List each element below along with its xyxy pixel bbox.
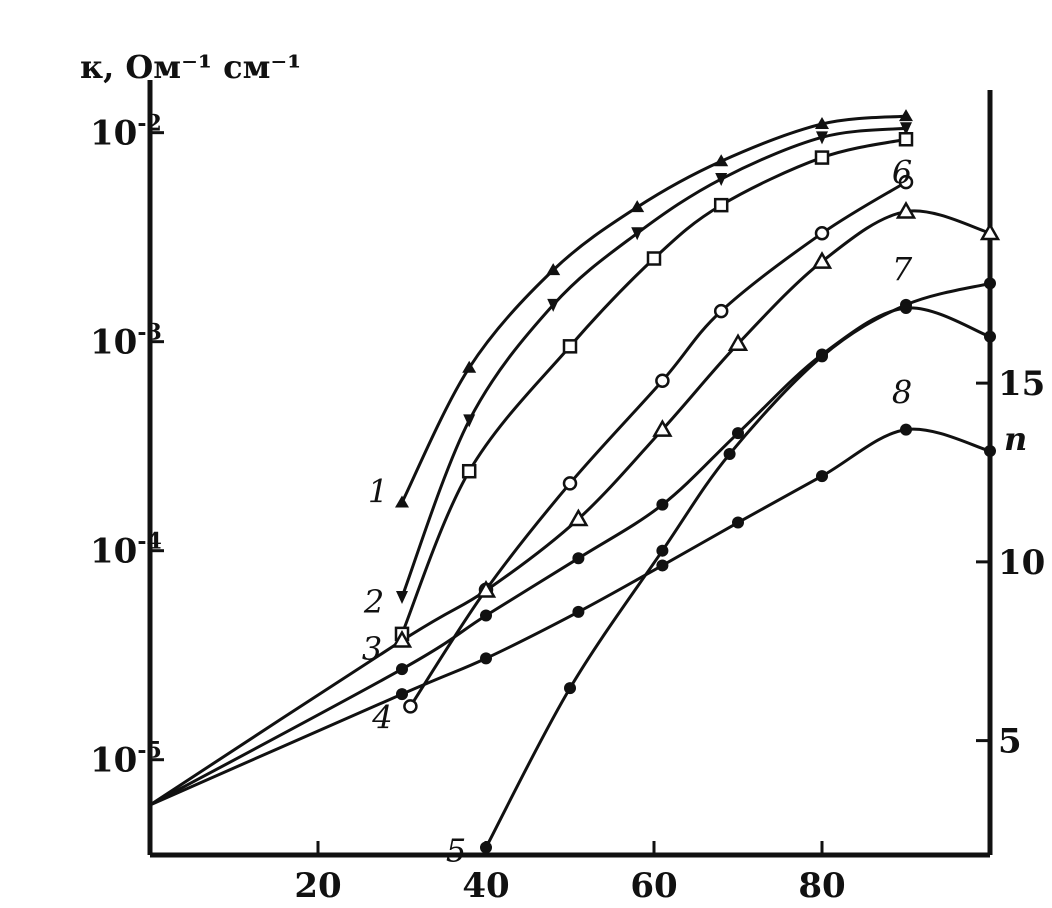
series-5-line [484,281,991,849]
x-tick-label: 80 [798,866,845,906]
series-7-label: 7 [892,250,913,288]
left-axis-label: к, Ом⁻¹ см⁻¹ [80,48,301,86]
series-7-point [732,427,744,440]
axes [147,80,993,858]
series-7-point [480,609,492,622]
series-8-point [396,688,408,701]
series-8-point [656,559,669,572]
series-6-point [895,201,917,219]
series-8-point [572,605,585,618]
series-8-point [900,423,912,436]
series-1-point [546,263,561,276]
series-2-point [396,591,408,605]
x-tick-label: 60 [630,866,677,906]
series-3-point [562,339,578,354]
series-3-point [814,150,830,165]
series-7-point [816,348,828,361]
series-3-line [400,137,907,635]
series-7-point [900,302,912,315]
series-7-point [572,552,585,565]
series-4-label: 4 [371,698,392,736]
series-4-point [403,699,418,714]
series-6-point [652,419,673,437]
series-3-point [461,463,477,479]
series-2-label: 2 [363,583,384,621]
series-3-label: 3 [362,630,382,668]
right-tick-label: 5 [998,722,1022,762]
series-5-point [656,544,669,557]
markers [391,109,1001,854]
series-1-line [400,114,907,504]
series-7-point [984,330,996,343]
series-6-point [979,222,1001,241]
series-2-line [400,126,907,598]
series-1-point [462,360,477,373]
series-8-line [149,427,991,807]
series-4-point [814,226,830,241]
x-tick-label: 40 [462,866,509,906]
series-8-point [480,652,492,665]
series-2-point [816,131,828,145]
series-8-point [984,445,996,458]
left-tick-label: 10-5 [90,738,162,781]
series-8-label: 8 [892,374,912,412]
series-4-point [562,476,578,491]
series-3-point [898,132,914,147]
series-6-point [811,251,833,269]
series-1-point [899,109,913,122]
series-6-line [149,209,991,807]
series-6-label: 6 [892,154,912,192]
left-tick-label: 10-4 [90,529,162,572]
series-2-point [631,227,644,241]
series-6-point [475,579,497,598]
series-1-point [714,154,729,167]
right-tick-label: 10 [998,543,1045,583]
series-4-point [713,303,729,319]
series-6-point [391,629,413,648]
series-1-point [815,117,829,130]
series-3-point [646,251,662,266]
series-1-point [630,200,645,213]
series-4-point [655,373,670,389]
x-tick-label: 20 [294,866,341,906]
series-3-point [713,197,729,213]
left-tick-label: 10-3 [90,320,162,363]
series-8-point [732,516,744,529]
series-7-point [396,663,408,676]
series-5-label: 5 [446,832,466,870]
series-2-point [900,122,912,136]
series-5-point [723,448,736,461]
series-6-point [568,508,589,527]
series-7-point [656,498,669,511]
right-axis-label: n [1004,420,1027,458]
series-2-point [547,298,560,312]
series-8-point [816,470,828,483]
series-2-point [715,173,728,187]
series-1-point [395,495,409,508]
series-6-point [727,333,749,352]
series-2-point [463,414,476,428]
left-tick-label: 10-2 [90,111,162,154]
series-5-point [564,682,576,695]
series-7-line [149,306,991,807]
right-tick-label: 15 [998,364,1045,404]
series-1-label: 1 [368,473,388,511]
series-5-point [984,277,996,290]
series-4-point [898,174,914,190]
series-5-point [480,841,492,854]
